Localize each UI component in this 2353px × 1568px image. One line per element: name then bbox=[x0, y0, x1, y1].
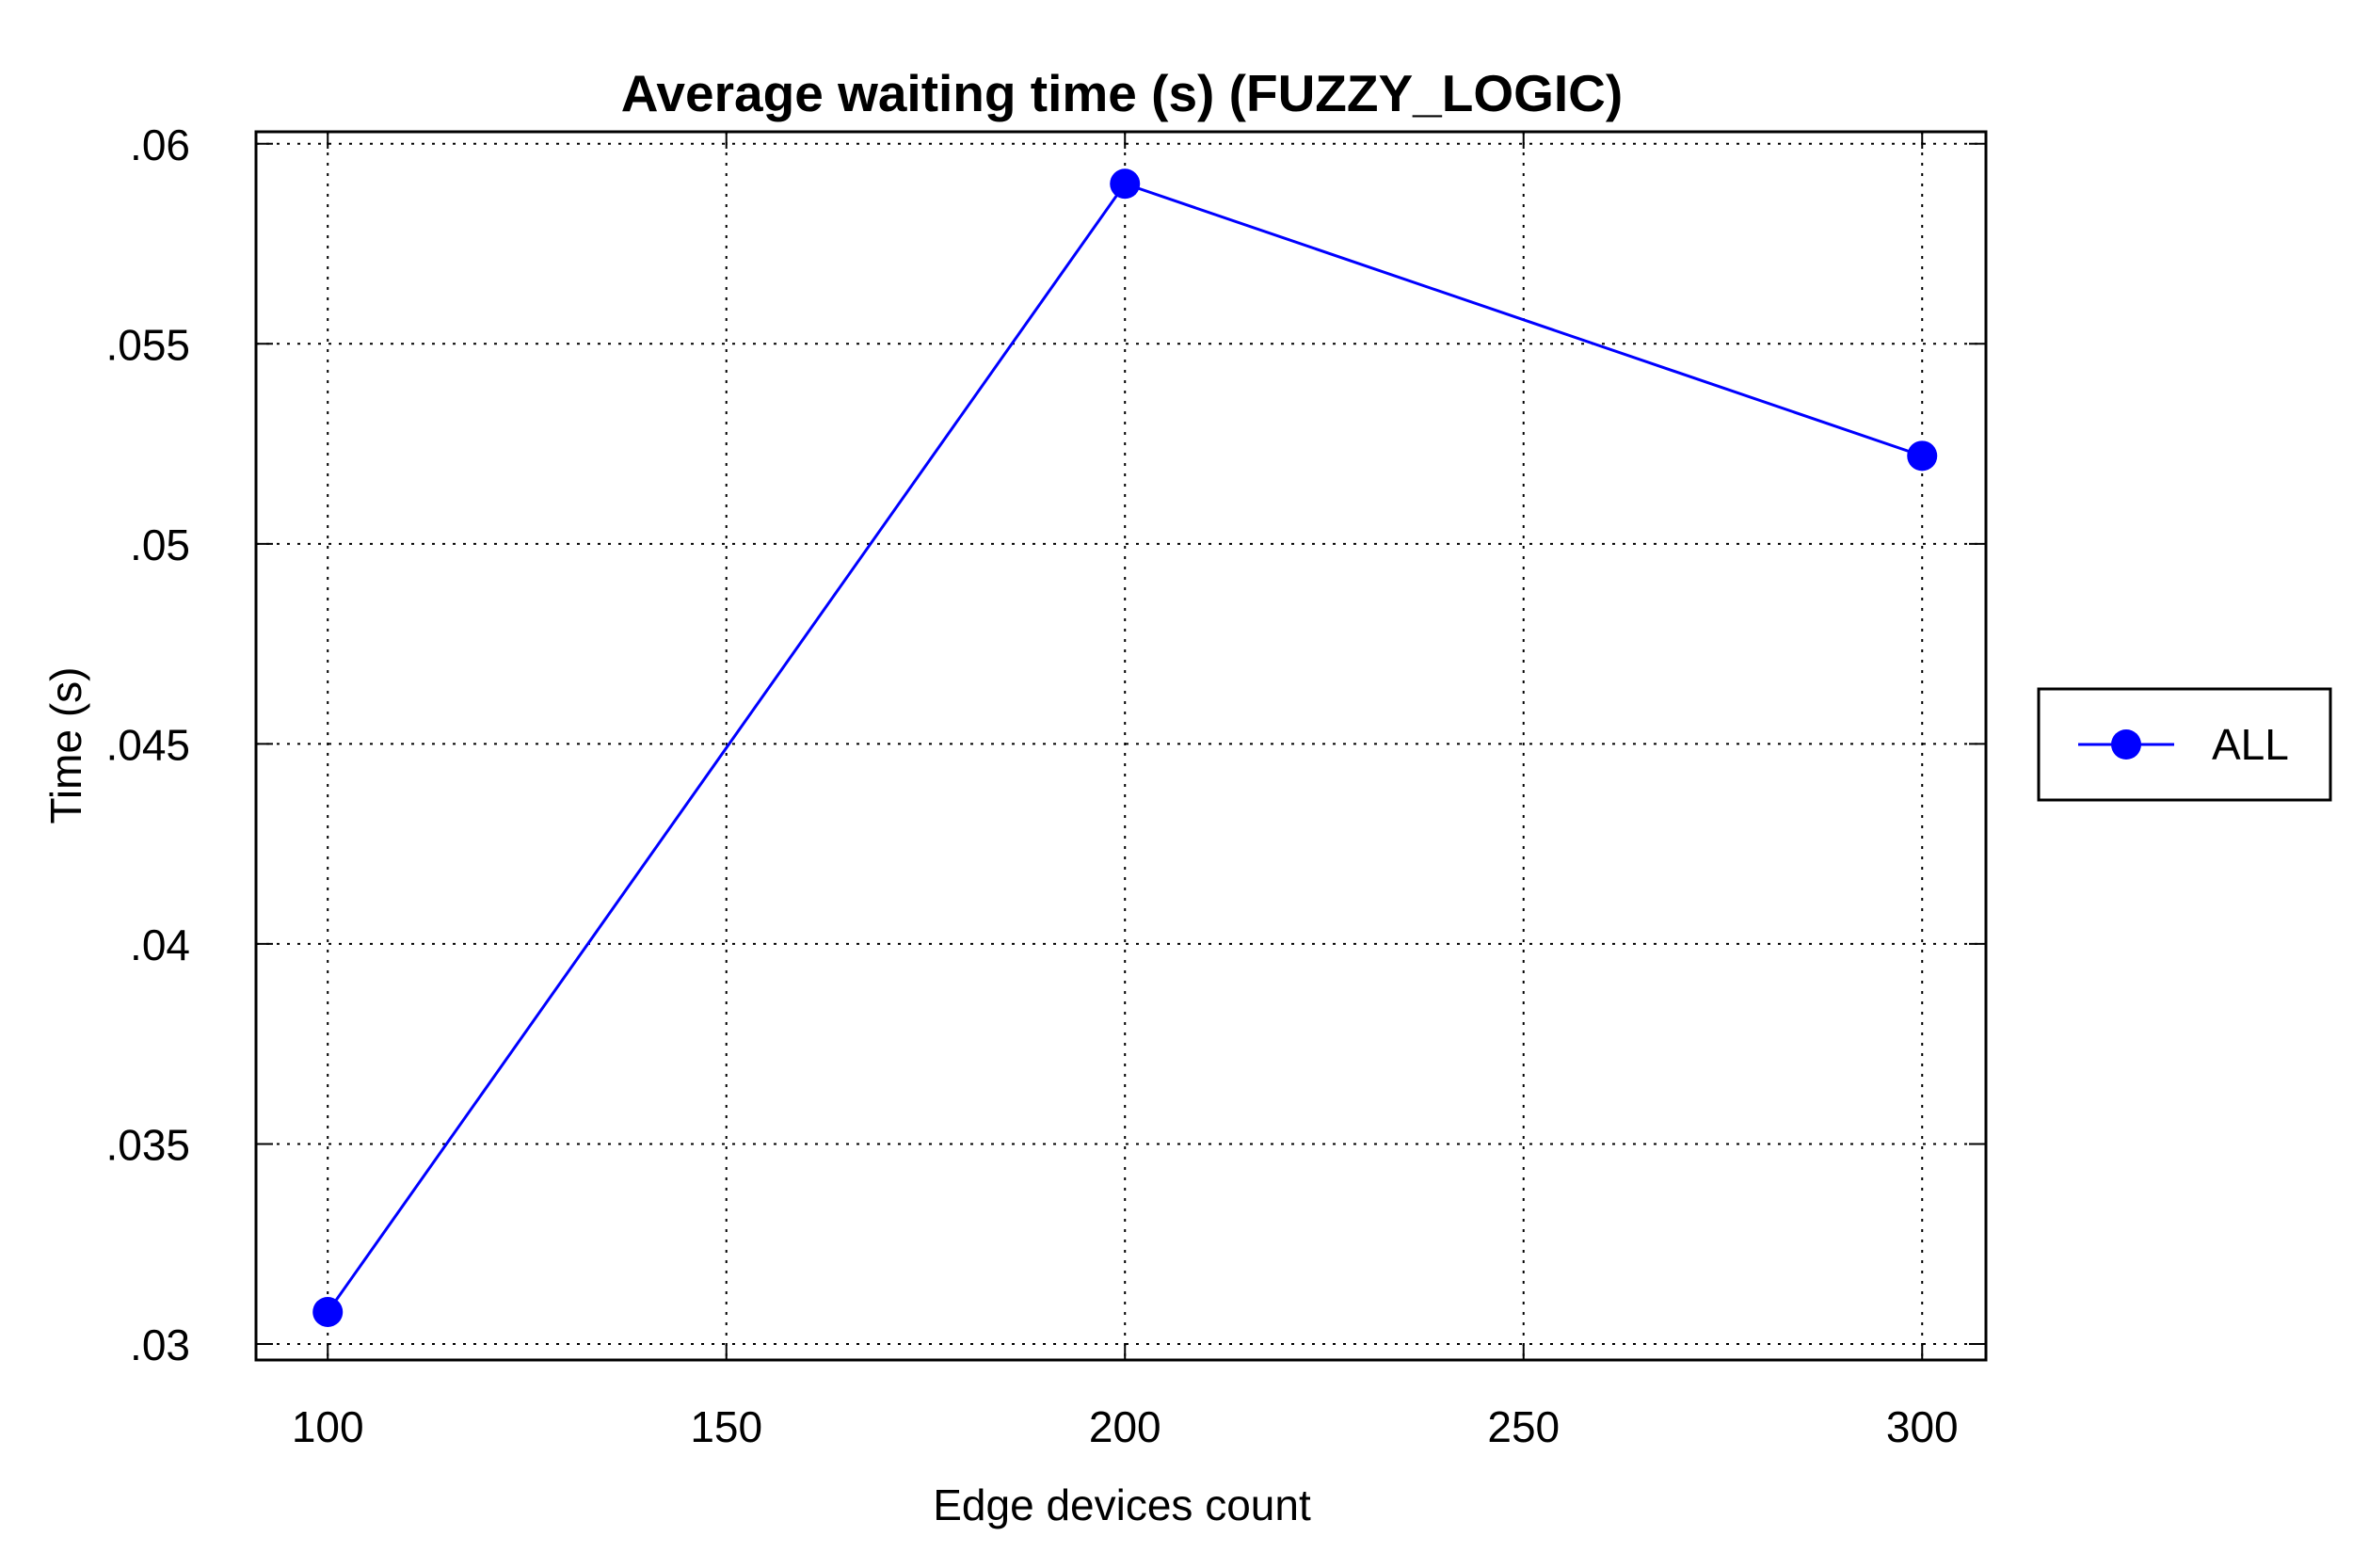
axis-ticks: 100 150 200 250 300 .03 .035 .04 .045 .05 .055 .06 bbox=[105, 120, 1986, 1451]
legend: ALL bbox=[2037, 687, 2332, 802]
x-tick-label: 100 bbox=[292, 1402, 364, 1451]
x-tick-label: 250 bbox=[1487, 1402, 1560, 1451]
y-tick-label: .03 bbox=[130, 1320, 190, 1369]
y-axis-label: Time (s) bbox=[41, 667, 90, 824]
data-point bbox=[312, 1296, 344, 1327]
x-tick-label: 300 bbox=[1886, 1402, 1959, 1451]
y-tick-label: .035 bbox=[105, 1120, 190, 1169]
y-tick-label: .045 bbox=[105, 720, 190, 769]
x-tick-label: 150 bbox=[690, 1402, 762, 1451]
data-point bbox=[1110, 168, 1141, 200]
plot-area-frame bbox=[254, 130, 1988, 1362]
x-axis-label: Edge devices count bbox=[933, 1480, 1311, 1529]
chart-title: Average waiting time (s) (FUZZY_LOGIC) bbox=[621, 64, 1623, 122]
y-tick-label: .05 bbox=[130, 520, 190, 569]
x-tick-label: 200 bbox=[1089, 1402, 1161, 1451]
data-point bbox=[1907, 440, 1938, 472]
legend-label-all: ALL bbox=[2212, 720, 2289, 769]
series-line-all bbox=[327, 182, 1923, 1313]
y-tick-label: .055 bbox=[105, 320, 190, 369]
y-tick-label: .04 bbox=[130, 920, 190, 969]
grid-lines bbox=[256, 132, 1986, 1360]
series-layer bbox=[312, 168, 1938, 1327]
y-tick-label: .06 bbox=[130, 120, 190, 169]
legend-series-marker bbox=[2111, 729, 2141, 760]
